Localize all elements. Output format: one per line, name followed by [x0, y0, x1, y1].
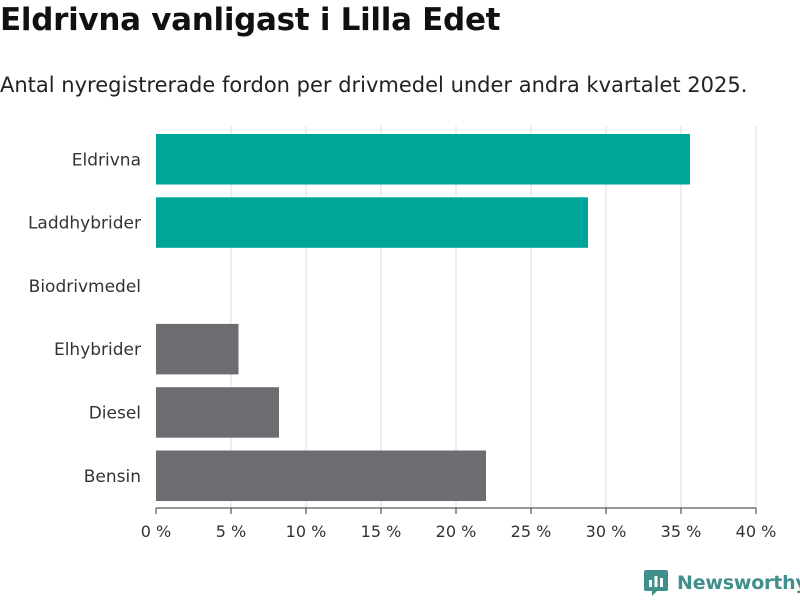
x-tick-label: 35 % — [661, 522, 702, 541]
category-labels: Eldrivna Laddhybrider Biodrivmedel Elhybrid… — [28, 150, 141, 487]
category-label: Diesel — [89, 403, 141, 423]
x-tick-label: 0 % — [141, 522, 171, 541]
x-tick-label: 15 % — [361, 522, 402, 541]
chart-title: Eldrivna vanligast i Lilla Edet — [0, 2, 501, 38]
bar — [156, 387, 279, 438]
x-tick-label: 10 % — [286, 522, 327, 541]
x-tick-label: 25 % — [511, 522, 552, 541]
brand-logo: Newsworthy — [643, 568, 800, 598]
category-label: Eldrivna — [72, 150, 141, 170]
newsworthy-logo-icon — [644, 570, 668, 596]
chart-subtitle: Antal nyregistrerade fordon per drivmede… — [0, 73, 748, 97]
brand-name: Newsworthy — [677, 572, 800, 594]
x-tick-label: 5 % — [216, 522, 246, 541]
bar — [156, 134, 690, 185]
x-tick-label: 20 % — [436, 522, 477, 541]
bar — [156, 323, 239, 375]
x-tick-label: 40 % — [736, 522, 777, 541]
bar — [156, 450, 486, 501]
category-label: Bensin — [84, 467, 141, 487]
bar — [156, 197, 588, 248]
bars — [156, 134, 690, 501]
category-label: Laddhybrider — [28, 214, 141, 234]
category-label: Elhybrider — [54, 340, 141, 360]
x-tick-label: 30 % — [586, 522, 627, 541]
x-axis: 0 % 5 % 10 % 15 % 20 % 25 % 30 % 35 % 40 % — [141, 507, 777, 541]
category-label: Biodrivmedel — [29, 277, 141, 297]
gridlines — [230, 126, 757, 508]
